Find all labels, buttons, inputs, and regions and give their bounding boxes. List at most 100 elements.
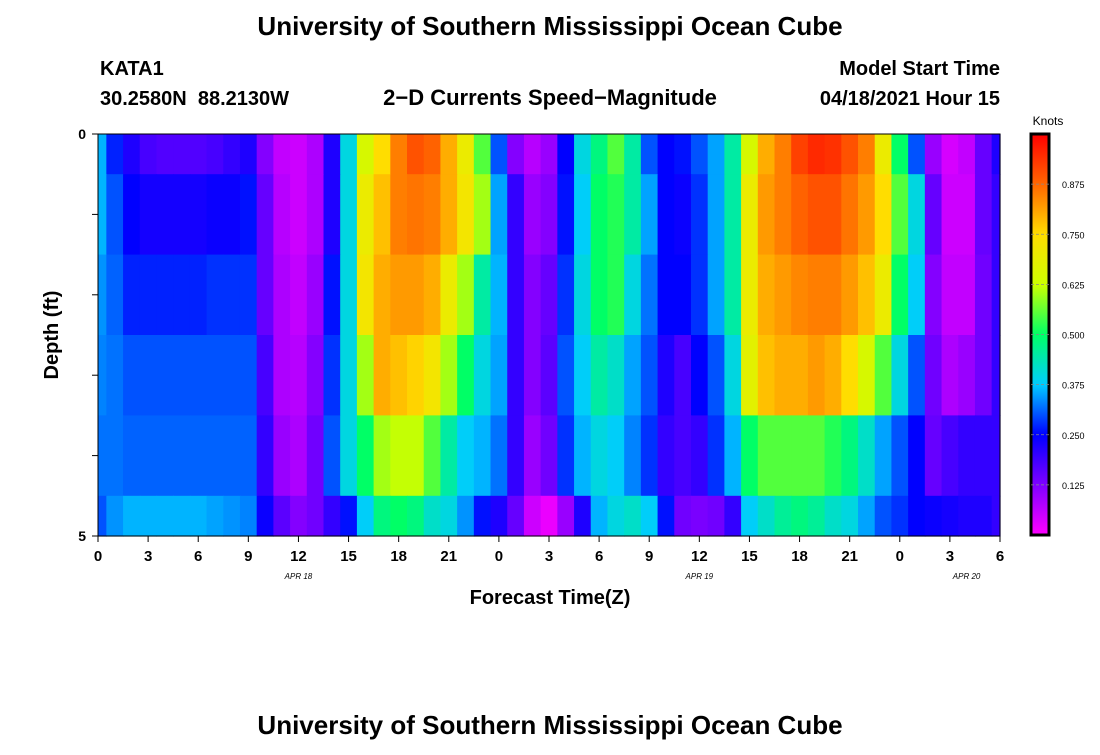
heatmap-cell (707, 254, 725, 336)
heatmap-cell (574, 254, 592, 336)
heatmap-cell (741, 335, 759, 416)
heatmap-cell (757, 174, 776, 256)
heatmap-cell (139, 174, 158, 256)
heatmap-cell (323, 495, 341, 537)
heatmap-cell (123, 254, 141, 336)
heatmap-cell (590, 134, 609, 175)
heatmap-cell (423, 335, 442, 416)
heatmap-cell (707, 134, 725, 175)
heatmap-cell (941, 174, 959, 256)
heatmap-cell (290, 174, 308, 256)
heatmap-cell (807, 415, 826, 497)
heatmap-cell (874, 134, 893, 175)
heatmap-cell (874, 495, 893, 537)
heatmap-cell (106, 495, 124, 537)
heatmap-cell (991, 335, 1001, 416)
heatmap-cell (657, 335, 675, 416)
heatmap-cell (273, 174, 291, 256)
heatmap-cell (139, 335, 158, 416)
heatmap-cell (824, 134, 842, 175)
y-tick-label: 5 (78, 528, 86, 544)
colorbar-tick-label: 0.375 (1062, 381, 1085, 391)
x-date-label: APR 19 (685, 572, 714, 581)
heatmap-cell (340, 335, 358, 416)
x-tick-label: 18 (791, 548, 808, 565)
x-tick-label: 0 (896, 548, 904, 565)
heatmap-cell (473, 134, 492, 175)
heatmap-cell (173, 335, 191, 416)
heatmap-cell (640, 134, 659, 175)
heatmap-cell (290, 415, 308, 497)
heatmap-cell (874, 254, 893, 336)
heatmap-cell (206, 134, 224, 175)
heatmap-cell (724, 134, 742, 175)
heatmap-cell (624, 495, 642, 537)
heatmap-cell (306, 495, 325, 537)
heatmap-cell (323, 254, 341, 336)
heatmap-cell (841, 254, 859, 336)
heatmap-cell (256, 495, 274, 537)
heatmap-cell (657, 134, 675, 175)
heatmap-cell (690, 335, 709, 416)
heatmap-cell (607, 254, 625, 336)
heatmap-cell (273, 415, 291, 497)
heatmap-cell (791, 495, 809, 537)
heatmap-cell (841, 495, 859, 537)
x-date-label: APR 18 (284, 572, 313, 581)
heatmap-cell (741, 254, 759, 336)
heatmap-cell (958, 254, 976, 336)
heatmap-cell (139, 254, 158, 336)
heatmap-cell (974, 254, 993, 336)
heatmap-cell (974, 495, 993, 537)
heatmap-cell (189, 335, 208, 416)
heatmap-cell (624, 415, 642, 497)
heatmap-cell (841, 415, 859, 497)
heatmap-cell (908, 254, 926, 336)
heatmap-cell (390, 134, 408, 175)
heatmap-cell (991, 134, 1001, 175)
heatmap-cell (106, 254, 124, 336)
heatmap-cell (356, 254, 375, 336)
heatmap-cell (440, 134, 458, 175)
heatmap-cell (741, 134, 759, 175)
heatmap-cell (507, 495, 525, 537)
heatmap-cell (340, 254, 358, 336)
heatmap-cell (557, 174, 575, 256)
heatmap-cell (106, 174, 124, 256)
heatmap-cell (640, 495, 659, 537)
heatmap-cell (223, 174, 241, 256)
heatmap-cell (991, 174, 1001, 256)
heatmap-cell (98, 335, 107, 416)
heatmap-cell (457, 415, 475, 497)
heatmap-cell (807, 495, 826, 537)
heatmap-cell (540, 174, 558, 256)
heatmap-cell (908, 415, 926, 497)
heatmap-cell (824, 495, 842, 537)
heatmap-cell (390, 335, 408, 416)
heatmap-cell (858, 134, 876, 175)
heatmap-cell (98, 415, 107, 497)
heatmap-cell (607, 134, 625, 175)
heatmap-cell (490, 174, 508, 256)
heatmap-cell (557, 134, 575, 175)
heatmap-cell (98, 254, 107, 336)
heatmap-cell (423, 495, 442, 537)
heatmap-cell (507, 174, 525, 256)
heatmap-cell (824, 254, 842, 336)
heatmap-cell (306, 335, 325, 416)
heatmap-cell (189, 134, 208, 175)
colorbar-ticks: 0.875 0.750 0.625 0.500 0.375 0.250 0.125 (1031, 180, 1085, 491)
heatmap-cell (457, 174, 475, 256)
heatmap-cell (290, 335, 308, 416)
heatmap-cell (507, 415, 525, 497)
heatmap-cell (674, 174, 692, 256)
heatmap-cell (123, 134, 141, 175)
heatmap-cell (540, 495, 558, 537)
heatmap-cell (791, 254, 809, 336)
heatmap-cell (958, 415, 976, 497)
x-tick-label: 12 (691, 548, 708, 565)
heatmap-cell (741, 415, 759, 497)
heatmap-cell (690, 174, 709, 256)
heatmap-cell (774, 134, 792, 175)
